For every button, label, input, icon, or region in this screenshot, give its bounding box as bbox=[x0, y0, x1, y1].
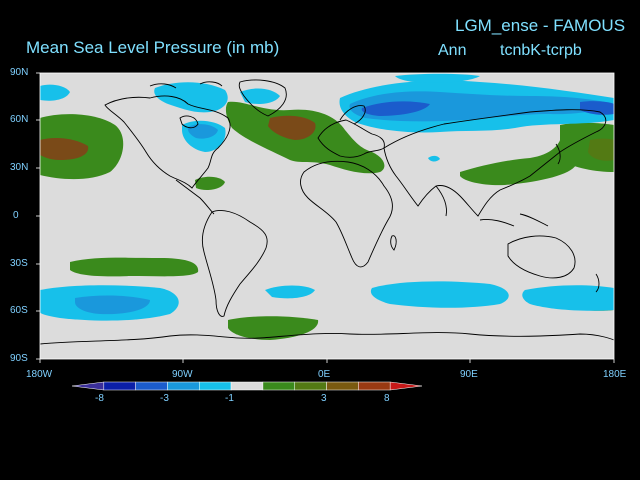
colorbar-label-pos8: 8 bbox=[384, 393, 390, 404]
coast-australia bbox=[507, 235, 576, 279]
anomaly-pos-south-atlantic bbox=[228, 316, 319, 340]
lat-label-60s: 60S bbox=[10, 305, 28, 316]
coast-south-america bbox=[201, 210, 268, 317]
anomaly-neg-small-asia bbox=[428, 155, 440, 162]
period-label: Ann bbox=[438, 42, 467, 59]
lat-label-30n: 30N bbox=[10, 162, 29, 173]
lon-label-90w: 90W bbox=[172, 369, 193, 380]
model-title: LGM_ense - FAMOUS bbox=[455, 16, 626, 35]
anomaly-pos-asia bbox=[460, 128, 578, 186]
lon-label-180e: 180E bbox=[603, 369, 627, 380]
colorbar-swatch-8 bbox=[326, 381, 359, 391]
lat-label-60n: 60N bbox=[10, 114, 29, 125]
coast-arctic-islands bbox=[149, 81, 223, 89]
colorbar-swatch-6 bbox=[262, 381, 295, 391]
coast-asia bbox=[383, 109, 607, 217]
anomaly-neg-southern-atlantic bbox=[265, 285, 315, 299]
coast-north-america bbox=[104, 95, 231, 189]
anomaly-neg-southern-indian bbox=[370, 281, 509, 308]
lon-label-180w: 180W bbox=[26, 369, 53, 380]
colorbar bbox=[71, 381, 423, 391]
colorbar-label-neg1: -1 bbox=[225, 393, 234, 404]
coast-japan bbox=[555, 143, 561, 165]
coast-africa bbox=[300, 160, 393, 268]
lon-label-0e: 0E bbox=[318, 369, 331, 380]
lon-label-90e: 90E bbox=[460, 369, 478, 380]
colorbar-swatch-7 bbox=[294, 381, 327, 391]
colorbar-label-neg3: -3 bbox=[160, 393, 169, 404]
anomaly-neg-arctic-top bbox=[395, 73, 480, 83]
lon-ticks bbox=[39, 359, 615, 363]
lat-label-30s: 30S bbox=[10, 258, 28, 269]
anomaly-pos3-north-pacific bbox=[40, 138, 89, 160]
anomaly-pos2-east-pacific-edge bbox=[588, 138, 614, 161]
anomaly-neg3-siberia bbox=[580, 101, 614, 115]
coast-greenland bbox=[238, 79, 287, 117]
anomaly-neg-greenland bbox=[240, 88, 280, 104]
anomaly-pos-caribbean bbox=[195, 176, 225, 190]
anomaly-pos-south-pacific bbox=[70, 257, 199, 277]
colorbar-swatch-1 bbox=[103, 381, 136, 391]
lat-ticks bbox=[36, 72, 40, 360]
colorbar-swatch-9 bbox=[358, 381, 391, 391]
colorbar-swatch-10 bbox=[389, 381, 423, 391]
colorbar-swatch-4 bbox=[199, 381, 232, 391]
anomaly-neg3-eurasia bbox=[361, 101, 430, 116]
anomaly-pos3-north-atlantic bbox=[268, 115, 316, 140]
experiment-label: tcnbK-tcrpb bbox=[500, 42, 582, 59]
coast-antarctica bbox=[40, 332, 614, 345]
coast-central-america bbox=[175, 179, 215, 215]
anomaly-neg2-hudson bbox=[187, 124, 218, 139]
colorbar-label-neg8: -8 bbox=[95, 393, 104, 404]
plot-title: Mean Sea Level Pressure (in mb) bbox=[26, 38, 280, 57]
coast-indonesia bbox=[479, 213, 549, 227]
lat-label-90s: 90S bbox=[10, 353, 28, 364]
anomaly-neg2-eurasia bbox=[349, 91, 605, 122]
coast-madagascar bbox=[390, 235, 397, 251]
colorbar-swatch-2 bbox=[135, 381, 168, 391]
lat-label-90n: 90N bbox=[10, 67, 29, 78]
anomaly-neg2-southern-pacific bbox=[75, 295, 150, 315]
colorbar-swatch-5 bbox=[230, 381, 264, 391]
anomaly-neg-southern-east bbox=[522, 285, 614, 311]
anomaly-field bbox=[40, 73, 614, 340]
coast-scandinavia bbox=[339, 105, 366, 125]
lat-label-0: 0 bbox=[13, 210, 19, 221]
coast-new-zealand bbox=[595, 273, 600, 293]
coast-india bbox=[435, 185, 447, 217]
colorbar-swatch-0 bbox=[71, 381, 105, 391]
coastlines bbox=[40, 79, 614, 345]
colorbar-label-pos3: 3 bbox=[321, 393, 327, 404]
coast-hudson-bay bbox=[179, 115, 199, 129]
anomaly-neg-canada bbox=[154, 82, 228, 113]
anomaly-neg-arctic-pacific bbox=[40, 84, 70, 101]
colorbar-swatch-3 bbox=[167, 381, 200, 391]
